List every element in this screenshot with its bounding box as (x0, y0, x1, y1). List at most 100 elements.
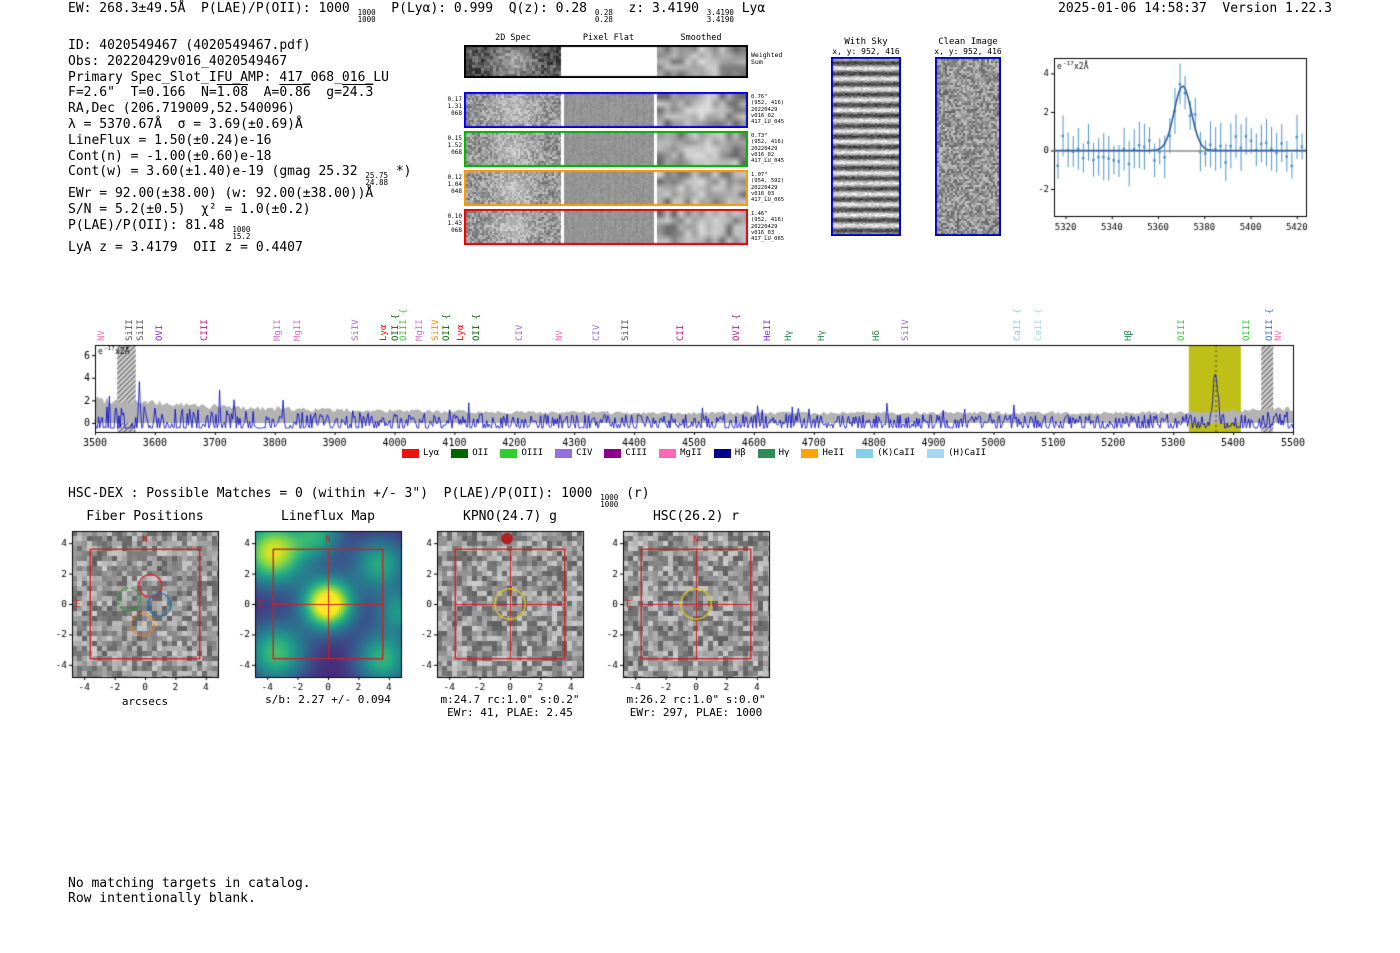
legend-label-2: OIII (521, 448, 544, 458)
line-label-12-SiIV: SiIV (431, 319, 442, 341)
legend-item-6: Hβ (713, 448, 746, 458)
with-sky-image (831, 57, 901, 236)
legend-swatch-8 (801, 448, 819, 458)
legend-swatch-7 (757, 448, 775, 458)
line-label-21-OVI: OVI { (732, 313, 743, 341)
cutout-title-3: HSC(26.2) r (652, 509, 740, 524)
line-label-25-Hδ: Hδ (871, 330, 882, 341)
header-stats-fraction-5: 3.4190 3.4190 (706, 8, 734, 24)
info-line-8-text-0: Cont(w) = 3.60(±1.40)e-19 (gmag 25.32 (68, 164, 366, 180)
spec2d-row-left-label-1: 0.17 1.31 068 (447, 96, 462, 117)
spec2d-row-right-label-0: Weighted Sum (751, 51, 783, 66)
info-line-2: Primary Spec_Slot_IFU_AMP: 417_068_016_L… (68, 70, 411, 86)
info-line-6: LineFlux = 1.50(±0.24)e-16 (68, 133, 411, 149)
full-spectrum-plot (55, 336, 1315, 448)
info-line-3-text-0: F=2.6" T=0.166 N= (68, 85, 217, 101)
cutout-image-0 (40, 522, 230, 694)
info-line-4-text-0: RA,Dec (206.719009,52.540096) (68, 101, 295, 117)
line-label-16-CIV: CIV (515, 324, 526, 341)
header-datetime-version: 2025-01-06 14:58:37 Version 1.22.3 (1058, 1, 1332, 16)
legend-label-1: OII (472, 448, 489, 458)
line-label-4-CIII: CIII (200, 319, 211, 341)
hsc-dex-text-0: HSC-DEX : Possible Matches = 0 (within +… (68, 486, 601, 501)
info-line-8-fraction-1: 25.75 24.88 (365, 171, 388, 188)
legend-item-8: HeII (801, 448, 844, 458)
legend-item-0: Lyα (401, 448, 439, 458)
spec2d-row-image-3 (464, 170, 748, 206)
legend-label-10: (H)CaII (948, 448, 987, 458)
info-line-11-text-0: P(LAE)/P(OII): 81.48 (68, 217, 233, 233)
info-line-0-text-0: ID: 4020549467 (4020549467.pdf) (68, 38, 311, 53)
info-line-1: Obs: 20220429v016_4020549467 (68, 54, 411, 70)
info-line-7-text-0: Cont(n) = -1.00(±0.60)e-18 (68, 148, 272, 164)
emission-line-fit-plot (1020, 48, 1320, 238)
info-line-8: Cont(w) = 3.60(±1.40)e-19 (gmag 25.32 25… (68, 164, 411, 186)
legend-swatch-5 (659, 448, 677, 458)
line-label-14-Lyα: Lyα (456, 324, 467, 341)
cutout-caption-2-0: m:24.7 rc:1.0" s:0.2" (440, 693, 580, 706)
line-label-2-SiII: SiII (135, 319, 146, 341)
info-line-5: λ = 5370.67Å σ = 3.69(±0.69)Å (68, 117, 411, 133)
spec2d-row-left-label-3: 0.12 1.04 048 (447, 174, 462, 195)
line-label-27-CaII: CaII { (1012, 308, 1023, 341)
spec2d-row-right-label-3: 1.07" (954, 592) 20220429 v016_03 417_LU_065 (751, 172, 785, 204)
info-line-1-text-0: Obs: 20220429v016_4020549467 (68, 53, 288, 69)
header-stats-fraction-3: 0.28 0.28 (594, 8, 613, 24)
legend-item-10: (H)CaII (927, 448, 986, 458)
spec2d-column-header-smoothed: Smoothed (680, 33, 722, 43)
info-line-3-overline-1: 1.08 (216, 85, 249, 101)
line-label-23-Hγ: Hγ (783, 330, 794, 341)
line-label-8-Lyα: Lyα (378, 324, 389, 341)
legend-swatch-2 (500, 448, 518, 458)
info-line-5-text-0: λ = 5370.67Å σ = 3.69(±0.69)Å (68, 116, 303, 132)
spec2d-row-right-label-4: 1.46" (952, 416) 20220429 v016_03 417_LU_065 (751, 211, 785, 243)
info-line-10-text-0: S/N = 5.2(±0.5) χ² = 1.0(±0.2) (68, 202, 311, 218)
header-stats-text-2: P(Lyα): 0.999 Q(z): 0.28 (375, 1, 595, 16)
legend-label-3: CIV (576, 448, 593, 458)
line-label-3-OVI: OVI (154, 324, 165, 341)
spec2d-row-right-label-2: 0.73" (952, 416) 20220429 v016_02 417_LU_045 (751, 133, 785, 165)
cutout-caption-1-0: s/b: 2.27 +/- 0.094 (265, 693, 391, 706)
cutout-title-0: Fiber Positions (86, 509, 204, 524)
line-label-20-CII: CII (676, 324, 687, 341)
spec2d-row-image-4 (464, 209, 748, 245)
cutout-caption-3-1: EWr: 297, PLAE: 1000 (629, 706, 763, 719)
spectrum-legend: Lyα OII OIII CIV CIII MgII Hβ Hγ HeII (K)CaII (H)C… (95, 448, 1293, 458)
line-label-13-OII: OII { (442, 313, 453, 341)
legend-swatch-3 (555, 448, 573, 458)
header-stats-text-0: EW: 268.3±49.5Å P(LAE)/P(OII): 1000 (68, 1, 358, 16)
with-sky-title: With Sky (844, 37, 888, 47)
legend-label-7: Hγ (778, 448, 790, 458)
cutout-image-3 (591, 522, 781, 694)
cutout-image-2 (405, 522, 595, 694)
clean-image-coords: x, y: 952, 416 (934, 47, 1002, 56)
spec2d-column-header-pixelflat: Pixel Flat (582, 33, 635, 43)
info-line-7: Cont(n) = -1.00(±0.60)e-18 (68, 149, 411, 165)
line-label-7-SiIV: SiIV (350, 319, 361, 341)
info-line-9: EWr = 92.00(±38.00) (w: 92.00(±38.00))Å (68, 186, 411, 202)
cutout-caption-2-1: EWr: 41, PLAE: 2.45 (447, 706, 573, 719)
info-line-10: S/N = 5.2(±0.5) χ² = 1.0(±0.2) (68, 202, 411, 218)
line-label-18-CIV: CIV (592, 324, 603, 341)
line-label-30-OIII: OIII (1177, 319, 1188, 341)
line-label-5-MgII: MgII (273, 319, 284, 341)
info-line-11: P(LAE)/P(OII): 81.48 1000 15.2 (68, 218, 411, 240)
spec2d-row-left-label-2: 0.15 1.52 068 (447, 135, 462, 156)
line-label-26-SiIV: SiIV (901, 319, 912, 341)
info-line-0: ID: 4020549467 (4020549467.pdf) (68, 38, 411, 54)
line-label-6-MgII: MgII (293, 319, 304, 341)
hsc-dex-text-2: (r) (618, 486, 650, 501)
line-label-33-NV: NV (1274, 330, 1285, 341)
line-label-0-NV: NV (96, 330, 107, 341)
line-label-28-CaII: CaII { (1034, 308, 1045, 341)
line-label-10-OIII: OIII { (399, 308, 410, 341)
legend-swatch-6 (713, 448, 731, 458)
footer-blank-row: Row intentionally blank. (68, 891, 256, 906)
line-label-24-Hγ: Hγ (817, 330, 828, 341)
legend-item-1: OII (451, 448, 488, 458)
legend-item-3: CIV (555, 448, 592, 458)
info-line-6-text-0: LineFlux = 1.50(±0.24)e-16 (68, 132, 272, 148)
info-line-9-text-0: EWr = 92.00(±38.00) (w: 92.00(±38.00))Å (68, 186, 374, 202)
legend-swatch-0 (401, 448, 419, 458)
hsc-dex-fraction-1: 1000 1000 (600, 493, 619, 509)
